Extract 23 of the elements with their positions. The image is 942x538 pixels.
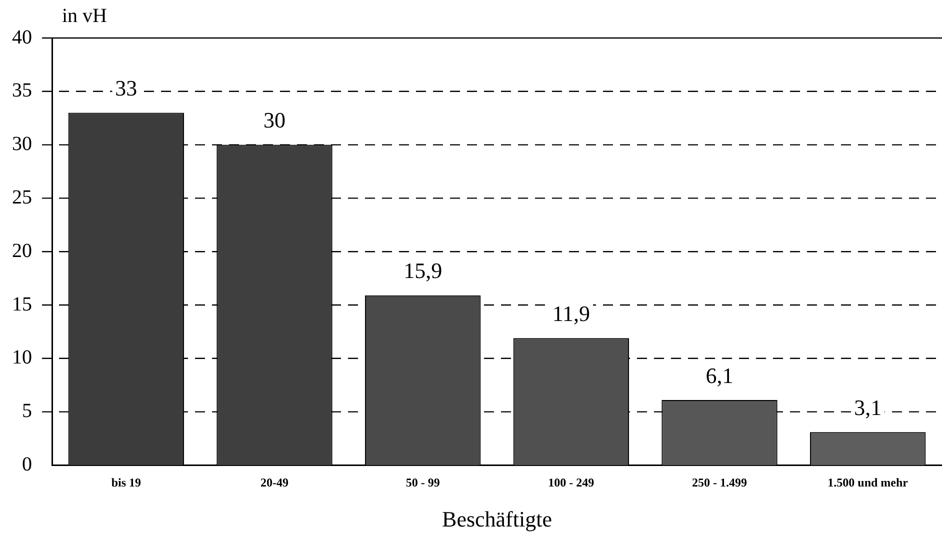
y-tick-label: 25 (12, 186, 32, 208)
y-tick-label: 30 (12, 133, 32, 156)
x-tick-label: 100 - 249 (548, 475, 594, 490)
x-tick-label: 250 - 1.499 (692, 475, 747, 490)
y-tick-label: 15 (12, 293, 32, 316)
data-label: 6,1 (706, 362, 734, 388)
data-label: 11,9 (552, 300, 590, 326)
x-axis-title: Beschäftigte (442, 506, 552, 532)
y-tick-label: 35 (12, 80, 32, 102)
y-tick-label: 0 (22, 453, 32, 476)
x-tick-label: bis 19 (111, 475, 142, 490)
y-tick-label: 40 (12, 26, 32, 48)
y-tick-label: 10 (12, 346, 32, 369)
y-tick-label: 20 (12, 240, 32, 262)
x-tick-label: 50 - 99 (406, 475, 440, 490)
x-tick-label: 1.500 und mehr (828, 475, 909, 490)
x-tick-label: 20-49 (260, 475, 288, 490)
y-axis-title: in vH (62, 5, 107, 27)
data-label: 15,9 (404, 258, 442, 284)
y-tick-label: 5 (22, 400, 32, 422)
data-label: 3,1 (854, 394, 882, 420)
data-label: 33 (115, 76, 138, 101)
data-label: 30 (264, 108, 286, 133)
